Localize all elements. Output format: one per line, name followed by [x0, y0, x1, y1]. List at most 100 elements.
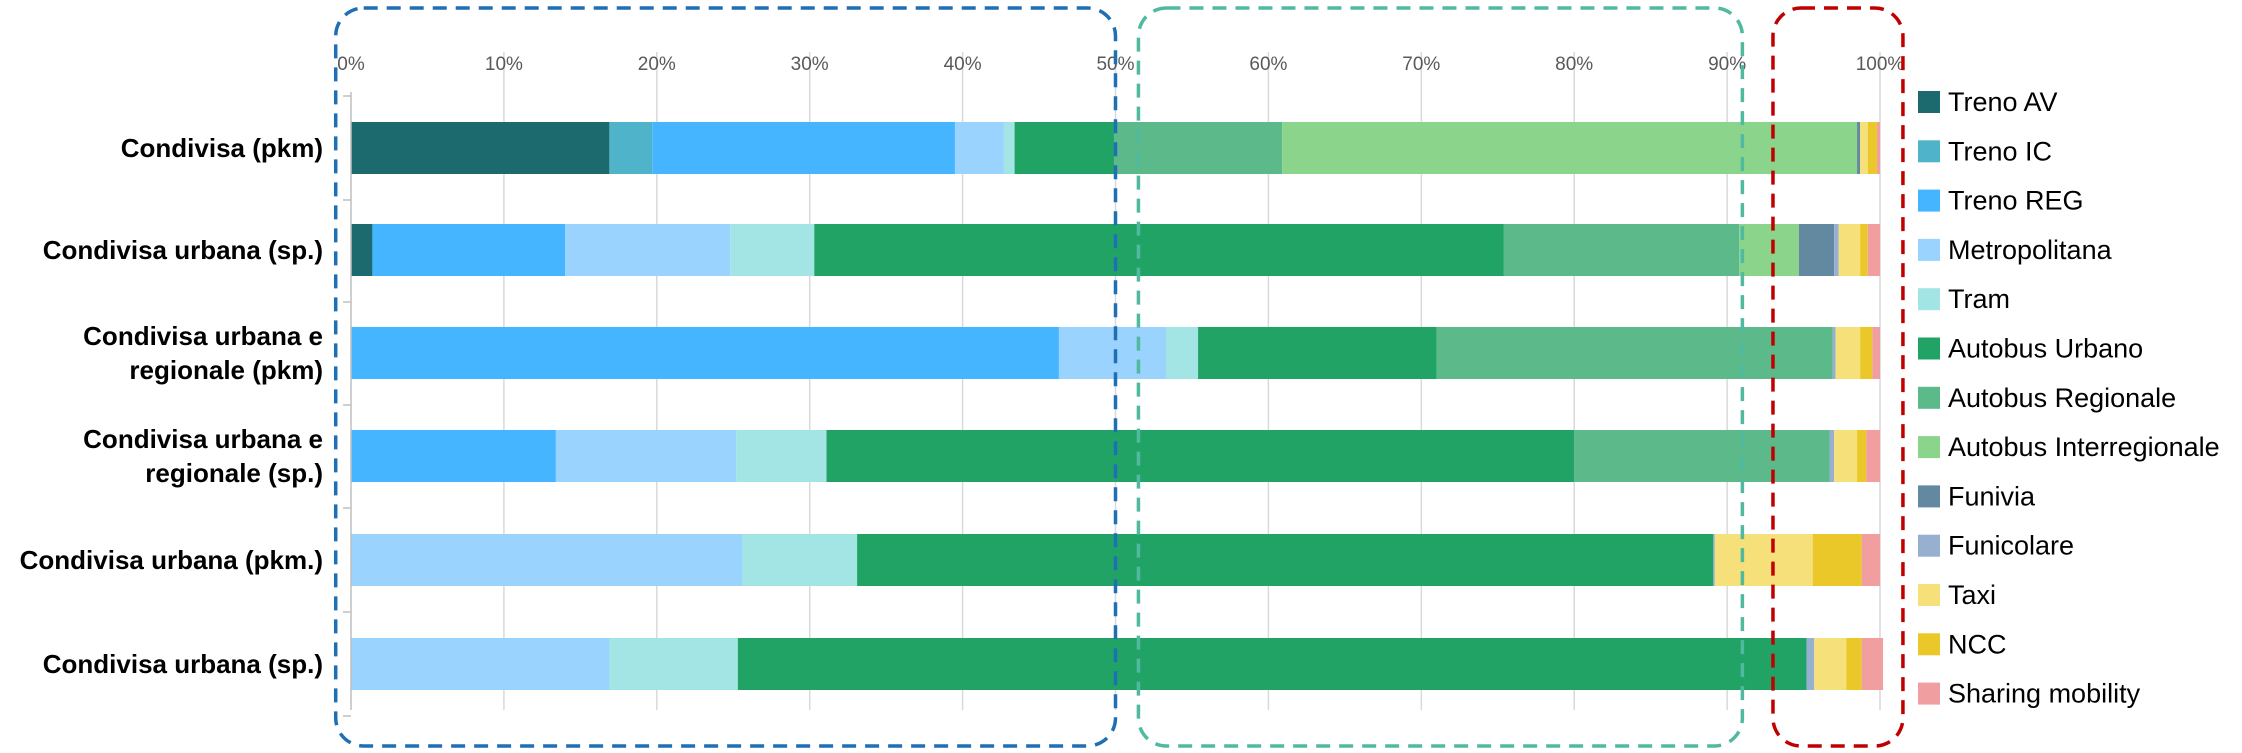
legend-swatch: [1918, 140, 1940, 163]
bar-segment: [1867, 224, 1880, 276]
bar-segment: [1713, 534, 1715, 586]
bar-segment: [1165, 327, 1199, 379]
bar-segment: [1860, 327, 1873, 379]
bar-segment: [351, 638, 610, 690]
bar-segment: [351, 327, 1059, 379]
category-label: Condivisa urbana (sp.): [43, 235, 323, 265]
category-label: Condivisa urbana (pkm.): [20, 545, 323, 575]
legend-label: Funivia: [1948, 481, 2036, 511]
highlight-box: [333, 6, 1118, 748]
bar-segment: [954, 122, 1004, 174]
bar-segment: [1806, 638, 1815, 690]
bar-segment: [1574, 430, 1830, 482]
bar-segment: [351, 122, 610, 174]
bar-segment: [1814, 638, 1847, 690]
x-tick-label: 10%: [485, 54, 523, 75]
bar-segment: [1866, 430, 1880, 482]
bar-segment: [1798, 224, 1835, 276]
bar-segment: [1838, 224, 1861, 276]
legend-swatch: [1918, 584, 1940, 606]
bar-segment: [1282, 122, 1858, 174]
legend-label: Autobus Interregionale: [1948, 432, 2220, 462]
bar-segment: [1739, 224, 1799, 276]
bar-segment: [1058, 327, 1166, 379]
bar-segment: [1198, 327, 1437, 379]
bar-segment: [1834, 224, 1839, 276]
bar-segment: [1846, 638, 1862, 690]
bar-segment: [351, 534, 743, 586]
legend-swatch: [1918, 485, 1940, 508]
legend-label: Autobus Urbano: [1948, 334, 2143, 364]
x-tick-label: 80%: [1555, 54, 1593, 75]
bar-segment: [1835, 327, 1861, 379]
category-label: regionale (sp.): [145, 458, 323, 488]
bar-segment: [1876, 122, 1880, 174]
bars: [351, 122, 1884, 690]
category-label: regionale (pkm): [129, 355, 323, 385]
legend-label: Autobus Regionale: [1948, 383, 2176, 413]
y-axis: [343, 92, 352, 717]
bar-segment: [814, 224, 1504, 276]
highlight-box: [1136, 6, 1745, 748]
legend-label: Treno IC: [1948, 136, 2052, 166]
x-tick-label: 90%: [1708, 54, 1746, 75]
bar-segment: [1503, 224, 1740, 276]
legend-swatch: [1918, 682, 1940, 705]
legend-label: Treno AV: [1948, 87, 2058, 117]
x-axis-tick-labels: 0% 10% 20% 30% 40% 50% 60% 70% 80% 90% 100%: [337, 54, 1904, 75]
x-tick-label: 40%: [944, 54, 982, 75]
bar-segment: [351, 224, 373, 276]
highlight-box: [1771, 6, 1905, 748]
bar-segment: [730, 224, 815, 276]
legend-label: Funicolare: [1948, 531, 2074, 561]
x-tick-label: 50%: [1096, 54, 1134, 75]
legend-swatch: [1918, 386, 1940, 409]
bar-segment: [555, 430, 737, 482]
bar-segment: [1113, 122, 1283, 174]
legend-label: Sharing mobility: [1948, 679, 2141, 709]
bar-segment: [1436, 327, 1833, 379]
bar-segment: [736, 430, 827, 482]
legend-label: Tram: [1948, 284, 2010, 314]
category-label: Condivisa urbana e: [83, 424, 323, 454]
legend-label: Taxi: [1948, 580, 1996, 610]
x-tick-label: 60%: [1249, 54, 1287, 75]
bar-segment: [1857, 430, 1867, 482]
bar-segment: [1857, 122, 1861, 174]
bar-segment: [609, 638, 738, 690]
legend-swatch: [1918, 633, 1940, 656]
bar-segment: [1860, 224, 1868, 276]
legend: Treno AV Treno IC Treno REG Metropolitana Tr…: [1918, 87, 2220, 709]
highlight-boxes: [333, 6, 1905, 748]
legend-swatch: [1918, 189, 1940, 212]
bar-segment: [1834, 430, 1858, 482]
legend-label: Metropolitana: [1948, 235, 2113, 265]
bar-segment: [1832, 327, 1836, 379]
category-labels: Condivisa (pkm) Condivisa urbana (sp.) Con…: [20, 133, 323, 679]
category-label: Condivisa urbana (sp.): [43, 649, 323, 679]
bar-segment: [1812, 534, 1862, 586]
legend-swatch: [1918, 288, 1940, 311]
bar-segment: [652, 122, 955, 174]
x-tick-label: 100%: [1856, 54, 1905, 75]
bar-segment: [1829, 430, 1835, 482]
bar-segment: [1872, 327, 1880, 379]
x-tick-label: 30%: [791, 54, 829, 75]
bar-segment: [826, 430, 1575, 482]
category-label: Condivisa urbana e: [83, 321, 323, 351]
bar-segment: [1860, 122, 1868, 174]
legend-swatch: [1918, 534, 1940, 557]
legend-label: Treno REG: [1948, 186, 2084, 216]
bar-segment: [609, 122, 653, 174]
bar-segment: [742, 534, 858, 586]
bar-segment: [857, 534, 1714, 586]
bar-segment: [1861, 534, 1880, 586]
x-tick-label: 20%: [638, 54, 676, 75]
bar-segment: [1003, 122, 1015, 174]
legend-label: NCC: [1948, 629, 2007, 659]
category-label: Condivisa (pkm): [121, 133, 323, 163]
bar-segment: [372, 224, 566, 276]
legend-swatch: [1918, 91, 1940, 113]
x-tick-label: 0%: [337, 54, 365, 75]
